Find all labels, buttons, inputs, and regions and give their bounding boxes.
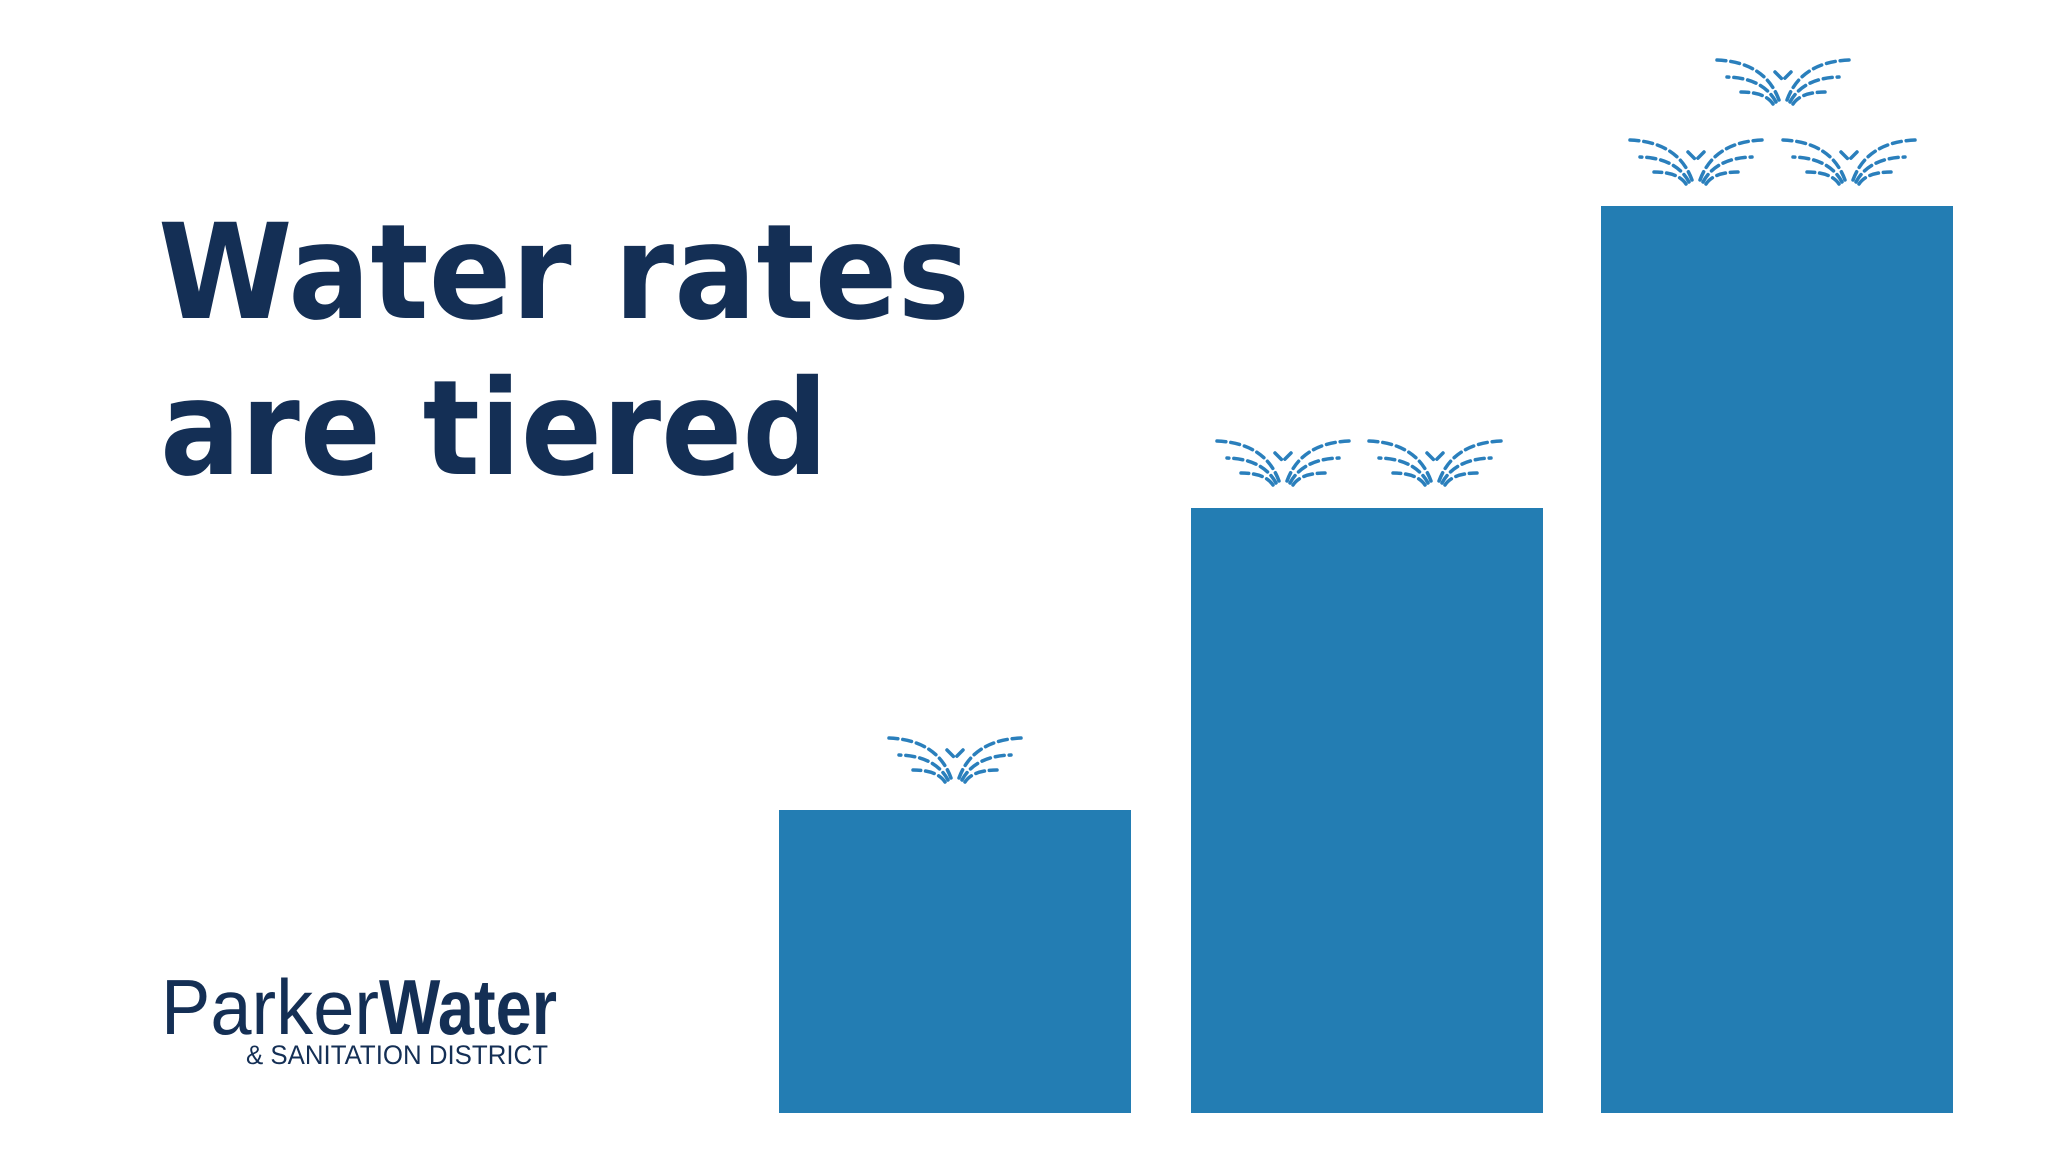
logo-subtitle: & SANITATION DISTRICT [246, 1040, 548, 1070]
tier-bar [1191, 508, 1543, 1113]
tier-bar [1601, 206, 1953, 1113]
title-line: Water rates [158, 196, 970, 350]
tier-bar [779, 810, 1131, 1113]
logo-name: Parker [161, 963, 379, 1051]
logo-name: Water [379, 963, 557, 1051]
title-line: are tiered [160, 352, 828, 506]
